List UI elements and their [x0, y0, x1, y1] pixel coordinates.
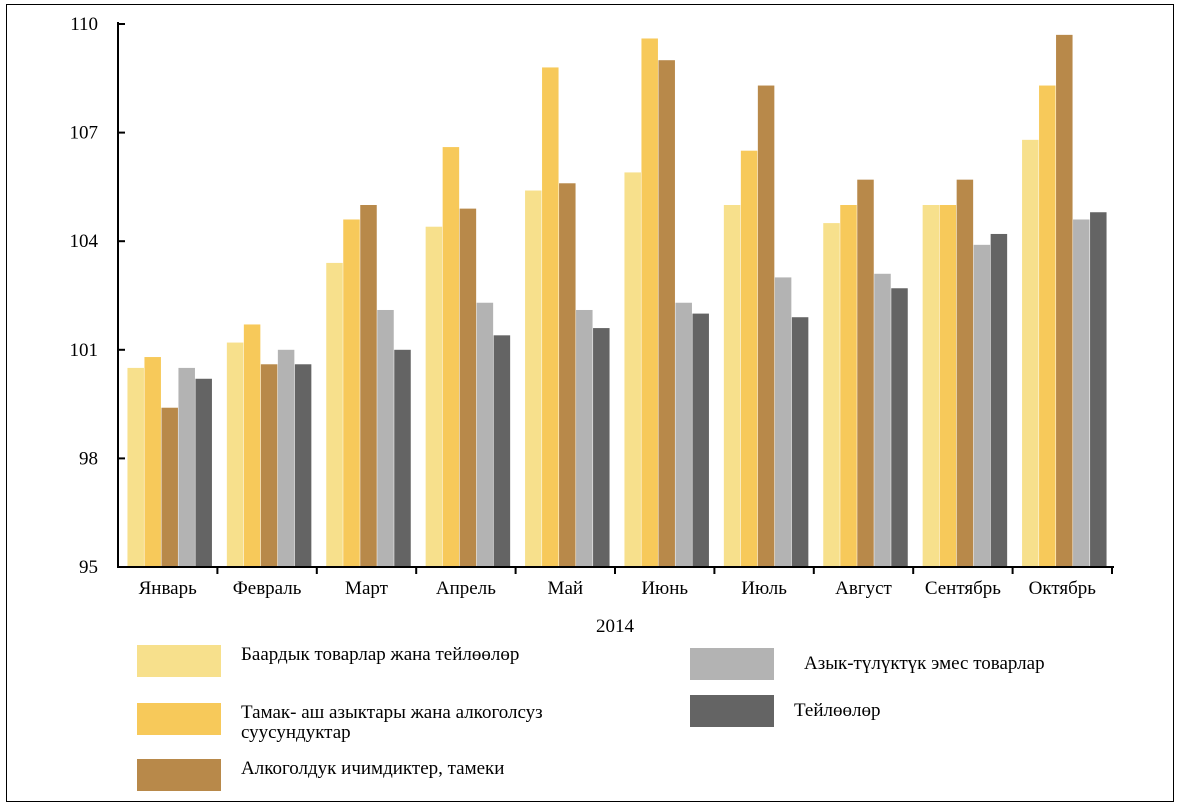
- bar: [922, 205, 940, 567]
- bar: [260, 364, 278, 567]
- bar: [840, 205, 857, 567]
- legend-label: Алкоголдук ичимдиктер, тамеки: [241, 758, 505, 779]
- bar: [542, 67, 559, 567]
- bar: [425, 226, 443, 567]
- bar: [459, 208, 477, 567]
- bar: [624, 172, 641, 568]
- bar: [823, 223, 840, 567]
- x-tick-label: Январь: [139, 578, 197, 599]
- legend-swatch: [690, 695, 774, 727]
- bar: [956, 179, 974, 567]
- legend-swatch: [137, 645, 221, 677]
- bar: [326, 262, 343, 567]
- bar: [178, 367, 195, 567]
- y-tick-label: 95: [79, 557, 98, 578]
- bar: [1056, 34, 1073, 568]
- x-tick-label: Апрель: [436, 578, 496, 599]
- bar: [195, 378, 212, 567]
- y-tick-label: 101: [70, 340, 99, 361]
- bar: [144, 357, 161, 567]
- bar: [641, 38, 658, 568]
- legend-label: Баардык товарлар жана тейлөөлөр: [241, 644, 520, 665]
- bar: [294, 364, 312, 567]
- bar: [525, 190, 542, 567]
- legend-item: Азык-түлүктүк эмес товарлар: [690, 648, 1164, 680]
- bar: [658, 60, 675, 567]
- x-tick-label: Июнь: [641, 578, 688, 599]
- x-tick-label: Сентябрь: [925, 578, 1001, 599]
- legend-item: Тейлөөлөр: [690, 695, 1154, 727]
- y-tick-label: 98: [79, 448, 98, 469]
- bar: [1039, 85, 1056, 567]
- bar: [891, 288, 908, 567]
- legend-swatch: [137, 759, 221, 791]
- bar: [675, 302, 692, 567]
- chart-frame: [6, 4, 1174, 802]
- bar: [559, 183, 576, 567]
- bar: [973, 244, 991, 567]
- bar: [774, 277, 792, 567]
- legend-item: Баардык товарлар жана тейлөөлөр: [137, 645, 641, 677]
- bar: [394, 349, 411, 567]
- legend-label: Тейлөөлөр: [794, 700, 881, 721]
- y-tick-label: 110: [70, 14, 98, 35]
- bar: [740, 150, 758, 567]
- legend-swatch: [690, 648, 774, 680]
- bar: [343, 219, 360, 568]
- bar: [1073, 219, 1090, 568]
- bar: [1090, 212, 1107, 568]
- x-tick-label: Март: [345, 578, 389, 599]
- legend-label: Азык-түлүктүк эмес товарлар: [804, 653, 1045, 674]
- legend-item: Тамак- аш азыктары жана алкоголсуз суусу…: [137, 703, 651, 743]
- axes-layer: [117, 22, 1114, 574]
- x-axis-title: 2014: [596, 616, 635, 637]
- legend-item: Алкоголдук ичимдиктер, тамеки: [137, 759, 641, 791]
- x-tick-label: Август: [835, 578, 892, 599]
- bar: [493, 335, 511, 567]
- bar: [442, 147, 460, 567]
- bar: [692, 313, 709, 567]
- bar: [277, 349, 295, 567]
- y-tick-label: 104: [70, 231, 99, 252]
- legend-swatch: [137, 703, 221, 735]
- y-tick-label: 107: [70, 123, 99, 144]
- x-tick-label: Май: [548, 578, 584, 599]
- bar: [757, 85, 775, 567]
- bar: [939, 205, 957, 567]
- bar: [360, 205, 377, 567]
- bar: [476, 302, 494, 567]
- bar: [791, 317, 809, 567]
- bar: [990, 233, 1008, 567]
- x-tick-label: Февраль: [233, 578, 302, 599]
- bar: [1022, 139, 1039, 567]
- bars-layer: [127, 34, 1107, 568]
- bar: [857, 179, 874, 567]
- bar: [161, 407, 178, 567]
- bar: [874, 273, 891, 567]
- x-tick-label: Октябрь: [1029, 578, 1097, 599]
- legend-label: Тамак- аш азыктары жана алкоголсуз суусу…: [241, 702, 543, 743]
- bar: [723, 205, 741, 567]
- bar: [226, 342, 244, 567]
- labels-layer: 95 98 101 104 107 110 Январь Февраль Март Апрель М…: [70, 14, 1097, 637]
- bar: [243, 324, 261, 567]
- bar: [576, 309, 593, 567]
- bar: [377, 309, 394, 567]
- x-tick-label: Июль: [741, 578, 787, 599]
- bar: [127, 367, 144, 567]
- bar: [593, 328, 610, 567]
